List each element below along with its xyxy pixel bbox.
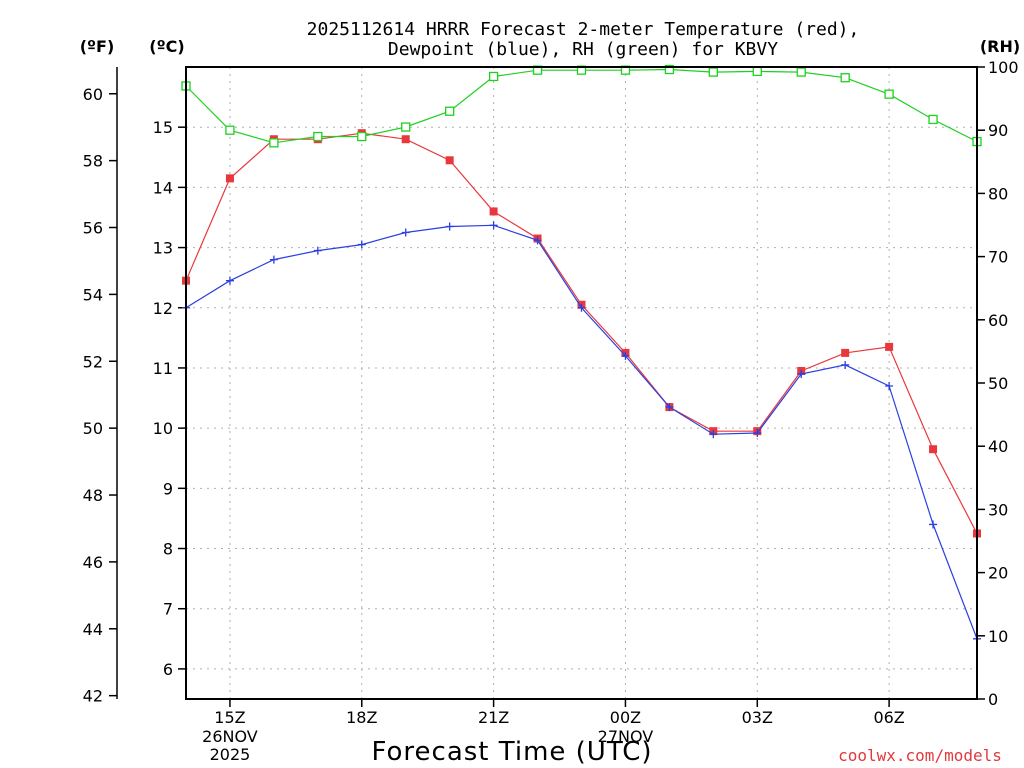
rh-point: [928, 114, 938, 125]
rh-point: [269, 138, 279, 148]
temperature-line: [185, 132, 978, 534]
dewpoint-point: [665, 403, 674, 412]
rh-point: [664, 64, 675, 75]
rh-point: [752, 66, 762, 77]
year-label: 2025: [210, 745, 251, 764]
rh-line: [185, 68, 978, 144]
dewpoint-point: [841, 360, 850, 369]
fahrenheit-tick-label: 52: [83, 352, 103, 371]
temperature-point: [445, 156, 454, 165]
rh-point: [445, 106, 455, 116]
rh-tick-label: 10: [988, 627, 1008, 646]
chart-title-line1: 2025112614 HRRR Forecast 2-meter Tempera…: [307, 19, 860, 40]
dewpoint-point: [753, 428, 762, 437]
time-tick-label: 21Z: [478, 708, 509, 727]
rh-point: [357, 131, 367, 142]
celsius-axis: 6 7 8 9 10 11 12 13 14 15: [153, 118, 186, 679]
celsius-unit-label: (ºC): [149, 37, 184, 56]
celsius-tick-label: 14: [153, 178, 173, 197]
rh-point: [225, 125, 235, 135]
temperature-point: [401, 135, 410, 144]
fahrenheit-tick-label: 56: [83, 219, 103, 238]
dewpoint-point: [797, 369, 806, 378]
rh-point: [796, 67, 806, 77]
time-tick-label: 18Z: [346, 708, 377, 727]
x-axis-label: Forecast Time (UTC): [371, 737, 652, 767]
celsius-tick-label: 15: [153, 118, 173, 137]
chart-title-line2: Dewpoint (blue), RH (green) for KBVY: [388, 39, 778, 60]
fahrenheit-tick-label: 54: [83, 285, 103, 304]
dewpoint-point: [577, 303, 586, 312]
dewpoint-point: [225, 276, 234, 285]
time-tick-label: 03Z: [742, 708, 773, 727]
dewpoint-point: [357, 240, 366, 249]
fahrenheit-tick-label: 48: [83, 486, 103, 505]
rh-tick-label: 70: [988, 248, 1008, 267]
temperature-point: [885, 342, 894, 351]
rh-tick-label: 20: [988, 564, 1008, 583]
dewpoint-point: [885, 382, 894, 391]
temperature-point: [489, 207, 498, 216]
rh-tick-label: 90: [988, 121, 1008, 140]
temperature-point: [225, 174, 234, 183]
grid-lines: [186, 67, 977, 699]
rh-point: [708, 67, 718, 77]
celsius-tick-label: 7: [163, 600, 173, 619]
dewpoint-point: [621, 351, 630, 360]
rh-tick-label: 0: [988, 690, 998, 709]
data-series: [181, 64, 982, 643]
date-label: 27NOV: [598, 727, 654, 746]
credit-text: coolwx.com/models: [838, 746, 1002, 765]
time-tick-label: 06Z: [873, 708, 904, 727]
rh-point: [401, 122, 411, 132]
celsius-tick-label: 11: [153, 359, 173, 378]
plot-frame: [185, 66, 978, 700]
time-tick-label: 15Z: [214, 708, 245, 727]
fahrenheit-tick-label: 46: [83, 553, 103, 572]
time-tick-label: 00Z: [610, 708, 641, 727]
fahrenheit-axis: 42 44 46 48 50 52 54 56 58 60: [83, 67, 118, 706]
date-label: 26NOV: [202, 727, 258, 746]
fahrenheit-tick-label: 44: [83, 620, 103, 639]
rh-tick-label: 30: [988, 500, 1008, 519]
rh-point: [488, 71, 499, 82]
temperature-point: [929, 445, 938, 454]
fahrenheit-tick-label: 50: [83, 419, 103, 438]
dewpoint-point: [313, 246, 322, 255]
fahrenheit-unit-label: (ºF): [80, 37, 115, 56]
rh-point: [840, 73, 850, 83]
rh-unit-label: (RH): [980, 37, 1020, 56]
rh-tick-label: 100: [988, 58, 1019, 77]
celsius-tick-label: 9: [163, 479, 173, 498]
rh-axis: 0 10 20 30 40 50 60 70 80 90 100: [977, 58, 1019, 709]
celsius-tick-label: 10: [153, 419, 173, 438]
series-temperature: [182, 129, 981, 538]
rh-point: [313, 131, 323, 142]
dewpoint-point: [269, 255, 278, 264]
celsius-tick-label: 12: [153, 299, 173, 318]
celsius-tick-label: 6: [163, 660, 173, 679]
dewpoint-line: [185, 224, 978, 640]
dewpoint-point: [445, 222, 454, 231]
rh-tick-label: 60: [988, 311, 1008, 330]
temperature-point: [841, 348, 850, 357]
rh-point: [884, 89, 894, 99]
series-dewpoint: [182, 221, 981, 643]
dewpoint-point: [489, 221, 498, 230]
celsius-tick-label: 13: [153, 239, 173, 258]
rh-tick-label: 40: [988, 437, 1008, 456]
dewpoint-point: [929, 520, 938, 529]
dewpoint-point: [401, 228, 410, 237]
dewpoint-point: [533, 236, 542, 245]
dewpoint-point: [709, 430, 718, 439]
series-rh: [181, 64, 982, 148]
rh-tick-label: 80: [988, 184, 1008, 203]
rh-tick-label: 50: [988, 374, 1008, 393]
celsius-tick-label: 8: [163, 540, 173, 559]
fahrenheit-tick-label: 42: [83, 687, 103, 706]
fahrenheit-tick-label: 60: [83, 85, 103, 104]
fahrenheit-tick-label: 58: [83, 152, 103, 171]
